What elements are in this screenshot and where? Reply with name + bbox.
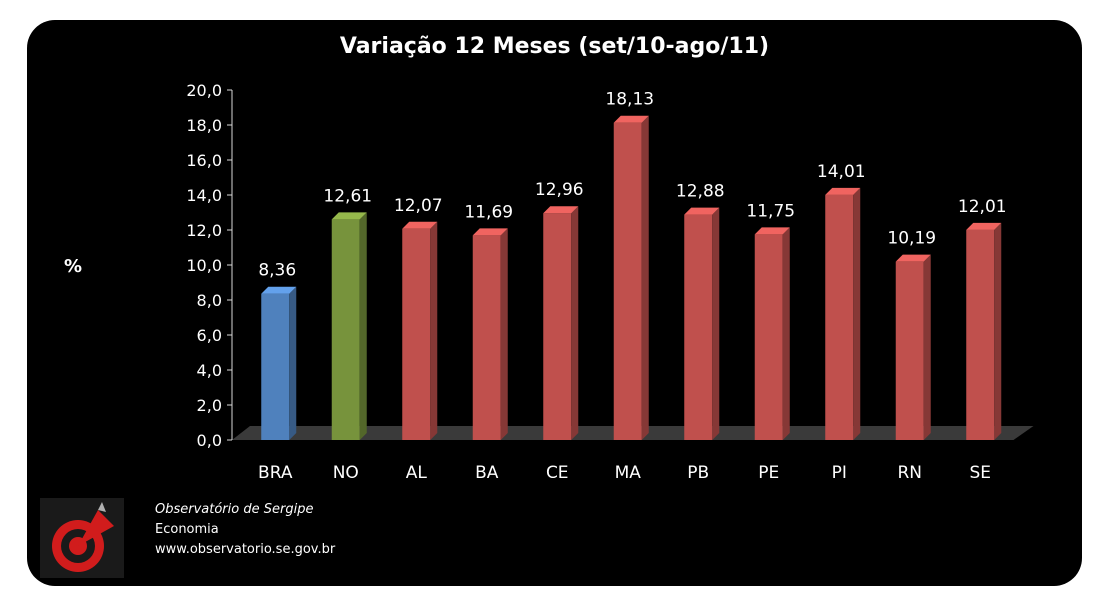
- y-tick-label: 0,0: [197, 431, 222, 450]
- bar: [472, 235, 501, 440]
- bar-side: [923, 254, 931, 440]
- x-tick-label: PB: [687, 463, 709, 483]
- bar-side: [430, 221, 438, 440]
- bar-top: [261, 286, 297, 294]
- bar-side: [359, 212, 367, 440]
- bar-side: [712, 207, 720, 440]
- data-label: 12,96: [535, 180, 584, 200]
- bar-top: [472, 228, 508, 236]
- y-tick-label: 8,0: [197, 291, 222, 310]
- data-label: 12,01: [958, 197, 1007, 217]
- x-tick-label: PI: [832, 463, 847, 483]
- data-label: 11,69: [464, 202, 513, 222]
- bar-side: [500, 228, 508, 440]
- y-axis-label: %: [64, 256, 83, 277]
- footer: Observatório de Sergipe Economia www.obs…: [155, 500, 335, 560]
- y-tick-label: 4,0: [197, 361, 222, 380]
- bar: [543, 213, 572, 440]
- bar-top: [825, 187, 861, 195]
- x-tick-label: MA: [615, 463, 642, 483]
- bar-side: [994, 222, 1002, 440]
- y-tick-label: 2,0: [197, 396, 222, 415]
- y-tick-label: 20,0: [186, 81, 222, 100]
- bar: [754, 234, 783, 440]
- bar-top: [402, 221, 438, 229]
- data-label: 18,13: [605, 90, 654, 110]
- bar: [261, 293, 290, 440]
- footer-url: www.observatorio.se.gov.br: [155, 542, 336, 557]
- x-tick-label: BA: [475, 463, 499, 483]
- data-label: 10,19: [887, 229, 936, 249]
- bar: [895, 261, 924, 440]
- bar-top: [543, 206, 579, 214]
- data-label: 14,01: [817, 162, 866, 182]
- x-tick-label: CE: [546, 463, 569, 483]
- data-label: 12,61: [323, 186, 372, 206]
- bar-top: [754, 227, 790, 235]
- x-tick-label: BRA: [258, 463, 293, 483]
- observatorio-logo-icon: [40, 498, 124, 578]
- bar-top: [684, 207, 720, 215]
- bar: [331, 219, 360, 440]
- y-tick-label: 14,0: [186, 186, 222, 205]
- bar-side: [289, 286, 297, 440]
- bar-side: [853, 187, 861, 440]
- chart-title: Variação 12 Meses (set/10-ago/11): [339, 34, 770, 59]
- bar: [825, 194, 854, 440]
- x-tick-label: NO: [333, 463, 359, 483]
- y-tick-label: 16,0: [186, 151, 222, 170]
- bar-top: [895, 254, 931, 262]
- bar: [613, 122, 642, 440]
- footer-section: Economia: [155, 522, 219, 537]
- bar-top: [966, 222, 1002, 230]
- bar: [684, 214, 713, 440]
- bar-side: [571, 206, 579, 440]
- y-tick-label: 6,0: [197, 326, 222, 345]
- x-tick-label: RN: [897, 463, 922, 483]
- x-tick-label: AL: [406, 463, 428, 483]
- x-tick-label: PE: [758, 463, 779, 483]
- bar-side: [782, 227, 790, 440]
- data-label: 12,07: [394, 196, 443, 216]
- bar: [402, 228, 431, 440]
- footer-org: Observatório de Sergipe: [155, 502, 314, 517]
- bar-top: [331, 212, 367, 220]
- x-tick-label: SE: [969, 463, 991, 483]
- y-tick-label: 12,0: [186, 221, 222, 240]
- bar-side: [641, 115, 649, 440]
- data-label: 12,88: [676, 182, 725, 202]
- data-label: 11,75: [746, 201, 795, 221]
- y-tick-label: 10,0: [186, 256, 222, 275]
- bar-top: [613, 115, 649, 123]
- bar: [966, 229, 995, 440]
- y-tick-label: 18,0: [186, 116, 222, 135]
- data-label: 8,36: [258, 261, 296, 281]
